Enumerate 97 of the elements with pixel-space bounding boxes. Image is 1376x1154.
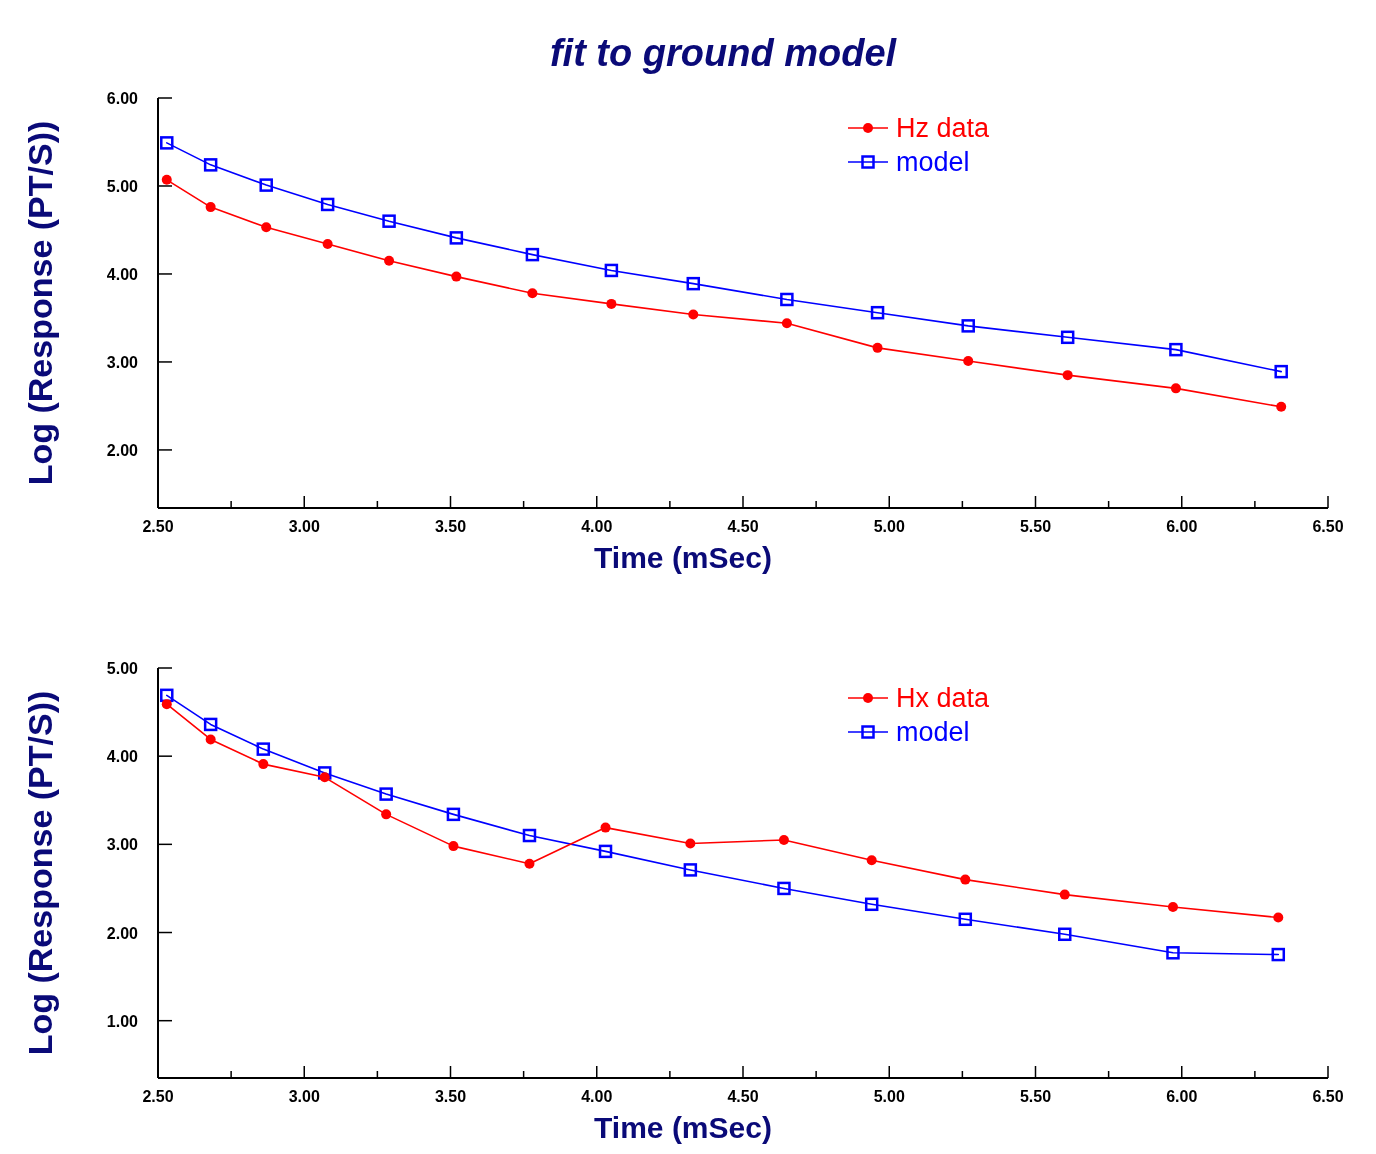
point <box>160 136 174 150</box>
point <box>527 288 538 299</box>
point <box>451 271 462 282</box>
point <box>256 742 271 756</box>
point <box>961 319 975 333</box>
point <box>322 239 333 250</box>
y-tick-label: 4.00 <box>106 265 139 283</box>
y-tick-label: 2.00 <box>106 924 139 942</box>
point <box>379 787 393 801</box>
x-tick-label: 4.00 <box>581 1088 613 1105</box>
x-tick-label: 3.50 <box>434 518 467 535</box>
point <box>781 318 792 329</box>
point <box>688 309 699 320</box>
y-tick-label: 2.00 <box>106 441 139 459</box>
point <box>160 688 174 703</box>
x-tick-label: 5.50 <box>1019 1088 1052 1105</box>
x-tick-label: 3.00 <box>288 1088 320 1105</box>
legend-label: Hx data <box>896 683 991 713</box>
point <box>258 759 269 770</box>
x-tick-label: 5.00 <box>873 518 905 535</box>
point <box>1059 889 1070 900</box>
point <box>524 858 535 869</box>
legend-label: model <box>896 147 970 177</box>
point <box>686 276 701 291</box>
point <box>319 772 330 783</box>
x-tick-label: 6.00 <box>1166 1088 1198 1105</box>
x-tick-label: 6.00 <box>1166 518 1198 535</box>
x-tick-label: 3.00 <box>288 518 320 535</box>
point <box>870 305 885 320</box>
x-tick-label: 3.50 <box>434 1088 467 1105</box>
x-tick-label: 4.00 <box>581 518 613 535</box>
point <box>203 158 218 172</box>
point <box>864 897 879 912</box>
point <box>960 874 971 885</box>
y-tick-label: 5.00 <box>106 177 139 195</box>
y-tick-label: 3.00 <box>106 836 139 854</box>
y-tick-label: 6.00 <box>106 90 139 107</box>
point <box>1170 383 1181 394</box>
point <box>384 255 395 266</box>
y-tick-label: 3.00 <box>106 353 139 371</box>
y-tick-label: 5.00 <box>106 660 139 677</box>
point <box>780 292 794 307</box>
x-tick-label: 5.50 <box>1019 518 1052 535</box>
point <box>1166 946 1180 960</box>
point <box>382 214 396 228</box>
point <box>604 263 619 278</box>
point <box>449 231 464 245</box>
point <box>446 807 461 822</box>
point <box>598 844 613 859</box>
point <box>872 342 883 353</box>
point <box>1060 330 1075 345</box>
chart-title: fit to ground model <box>549 32 898 74</box>
x-tick-label: 5.00 <box>873 1088 905 1105</box>
x-tick-label: 4.50 <box>727 518 759 535</box>
legend-label: Hz data <box>896 113 991 143</box>
point <box>1271 947 1286 962</box>
point <box>1276 401 1287 412</box>
x-tick-label: 2.50 <box>142 518 174 535</box>
point <box>1273 912 1284 923</box>
point <box>685 838 696 849</box>
point <box>448 841 459 852</box>
y-axis-title: Log (Response (PT/S)) <box>21 690 59 1056</box>
point <box>1167 901 1178 912</box>
point <box>522 828 537 843</box>
point <box>1274 364 1288 379</box>
point <box>866 855 877 866</box>
point <box>683 863 698 877</box>
point <box>381 809 392 820</box>
y-axis-title: Log (Response (PT/S)) <box>21 120 59 486</box>
point <box>525 247 540 262</box>
point <box>958 912 973 927</box>
x-axis-title: Time (mSec) <box>594 541 772 574</box>
x-tick-label: 6.50 <box>1312 1088 1344 1105</box>
x-tick-label: 2.50 <box>142 1088 174 1105</box>
point <box>320 197 335 212</box>
point <box>1169 342 1183 357</box>
point <box>259 178 273 192</box>
point <box>1058 927 1072 942</box>
point <box>205 734 216 745</box>
x-tick-label: 4.50 <box>727 1088 759 1105</box>
legend-label: model <box>896 717 970 747</box>
point <box>317 766 332 780</box>
x-tick-label: 6.50 <box>1312 518 1344 535</box>
point <box>777 881 791 896</box>
point <box>161 699 172 710</box>
point <box>261 222 272 233</box>
y-tick-label: 1.00 <box>106 1012 139 1030</box>
point <box>205 202 216 213</box>
y-tick-label: 4.00 <box>106 748 139 766</box>
x-axis-title: Time (mSec) <box>594 1111 772 1144</box>
point <box>1062 370 1073 381</box>
point <box>778 834 789 845</box>
point <box>606 298 617 309</box>
point <box>963 356 974 367</box>
point <box>203 717 218 732</box>
point <box>161 174 172 185</box>
point <box>600 822 611 833</box>
